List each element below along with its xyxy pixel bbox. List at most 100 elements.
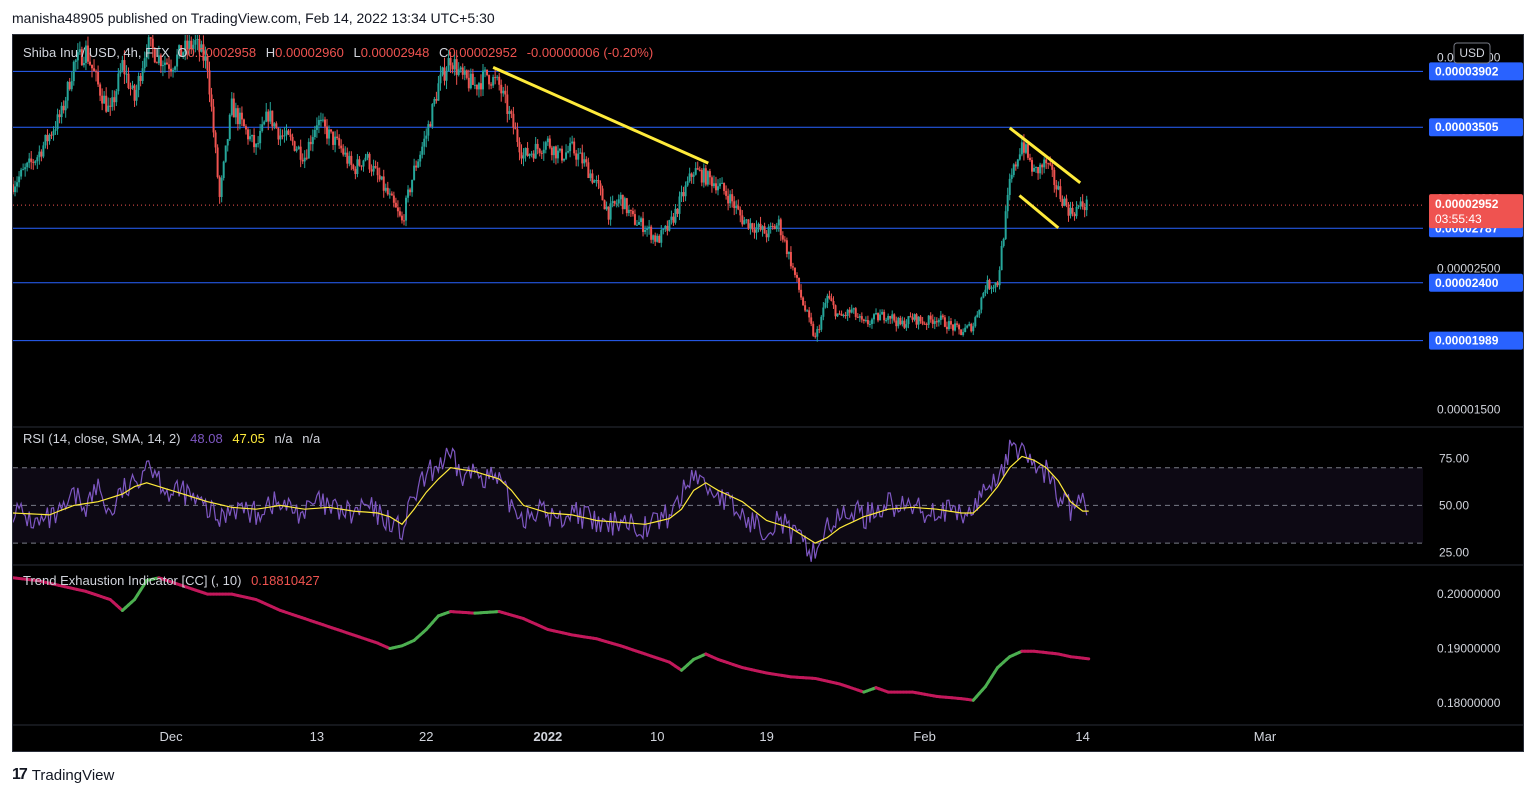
candle-body bbox=[542, 149, 545, 154]
footer-brand[interactable]: 17 TradingView bbox=[12, 766, 114, 784]
candle bbox=[765, 230, 768, 243]
candle bbox=[307, 138, 310, 159]
candle-body bbox=[494, 77, 497, 79]
candle bbox=[761, 225, 764, 237]
candle-body bbox=[249, 136, 252, 140]
candle-body bbox=[70, 81, 73, 90]
candle bbox=[68, 78, 71, 91]
candle bbox=[28, 152, 31, 169]
candle bbox=[907, 316, 910, 329]
candle-body bbox=[425, 135, 428, 139]
candle bbox=[86, 36, 89, 65]
candle bbox=[62, 100, 65, 114]
candle-body bbox=[84, 45, 87, 64]
candle bbox=[978, 309, 981, 318]
candle bbox=[723, 182, 726, 195]
candle bbox=[311, 129, 314, 152]
candle-body bbox=[178, 45, 181, 55]
candle bbox=[601, 185, 604, 201]
candle-body bbox=[883, 311, 886, 321]
candle-body bbox=[340, 145, 343, 149]
candle bbox=[1035, 166, 1038, 173]
candle bbox=[660, 225, 663, 248]
candle bbox=[279, 128, 282, 146]
candle bbox=[99, 82, 102, 102]
candle bbox=[109, 97, 112, 116]
candle-body bbox=[753, 229, 756, 233]
candle bbox=[903, 317, 906, 329]
candle-body bbox=[281, 135, 284, 137]
candle-body bbox=[72, 61, 75, 82]
candle-body bbox=[571, 141, 574, 144]
candle bbox=[50, 131, 53, 139]
chart-area[interactable]: 0.000040000.000035000.000030000.00002500… bbox=[12, 34, 1524, 752]
candle bbox=[897, 316, 900, 329]
candle bbox=[514, 122, 517, 130]
candle bbox=[1053, 167, 1056, 193]
candle bbox=[58, 109, 61, 124]
candle bbox=[773, 224, 776, 230]
tei-tick-label: 0.19000000 bbox=[1437, 642, 1501, 656]
candle-body bbox=[532, 153, 535, 159]
currency-button[interactable]: USD bbox=[1453, 42, 1491, 64]
candle bbox=[700, 168, 703, 187]
candle-body bbox=[923, 323, 926, 325]
candle-body bbox=[141, 68, 144, 81]
candle-body bbox=[927, 315, 930, 325]
candle bbox=[994, 282, 997, 293]
candle bbox=[352, 163, 355, 171]
candle bbox=[666, 220, 669, 236]
candle bbox=[854, 307, 857, 321]
candle bbox=[129, 82, 132, 96]
candle bbox=[405, 195, 408, 227]
candle bbox=[467, 69, 470, 92]
candle-body bbox=[976, 314, 979, 318]
candle bbox=[103, 91, 106, 104]
candle-body bbox=[147, 37, 150, 53]
low-value: 0.00002948 bbox=[361, 45, 430, 60]
candle-body bbox=[937, 320, 940, 323]
candle bbox=[834, 304, 837, 320]
candle-body bbox=[852, 308, 855, 310]
candle-body bbox=[336, 136, 339, 139]
candle bbox=[864, 316, 867, 323]
candle-body bbox=[710, 177, 713, 187]
chart-svg[interactable]: 0.000040000.000035000.000030000.00002500… bbox=[13, 35, 1524, 752]
candle-body bbox=[627, 209, 630, 214]
candle bbox=[117, 68, 120, 95]
candle-body bbox=[137, 75, 140, 90]
candle-body bbox=[866, 320, 869, 325]
candle-body bbox=[812, 323, 815, 336]
candle bbox=[400, 211, 403, 224]
candle-body bbox=[603, 200, 606, 210]
candle-body bbox=[777, 219, 780, 226]
candle bbox=[1079, 196, 1082, 210]
candle bbox=[998, 266, 1001, 290]
candle-body bbox=[793, 267, 796, 275]
candle-body bbox=[214, 132, 217, 148]
rsi-tick-label: 50.00 bbox=[1439, 498, 1469, 512]
candle bbox=[524, 147, 527, 162]
candle-body bbox=[362, 160, 365, 167]
candle-body bbox=[109, 105, 112, 107]
candle-body bbox=[311, 137, 314, 145]
candle bbox=[670, 210, 673, 225]
candle-body bbox=[226, 139, 229, 146]
candle-body bbox=[954, 323, 957, 331]
candle-body bbox=[514, 127, 517, 130]
candle bbox=[933, 316, 936, 330]
candle bbox=[301, 153, 304, 165]
candle bbox=[176, 48, 179, 72]
candle bbox=[313, 125, 316, 140]
candle-body bbox=[765, 233, 768, 238]
candle bbox=[895, 316, 898, 332]
candle bbox=[804, 300, 807, 313]
candle-body bbox=[127, 73, 130, 88]
candle-body bbox=[759, 223, 762, 230]
candle bbox=[974, 315, 977, 328]
candle-body bbox=[800, 289, 803, 298]
candle bbox=[135, 84, 138, 106]
candle bbox=[242, 118, 245, 127]
candle-body bbox=[1014, 164, 1017, 167]
candle-body bbox=[719, 183, 722, 187]
